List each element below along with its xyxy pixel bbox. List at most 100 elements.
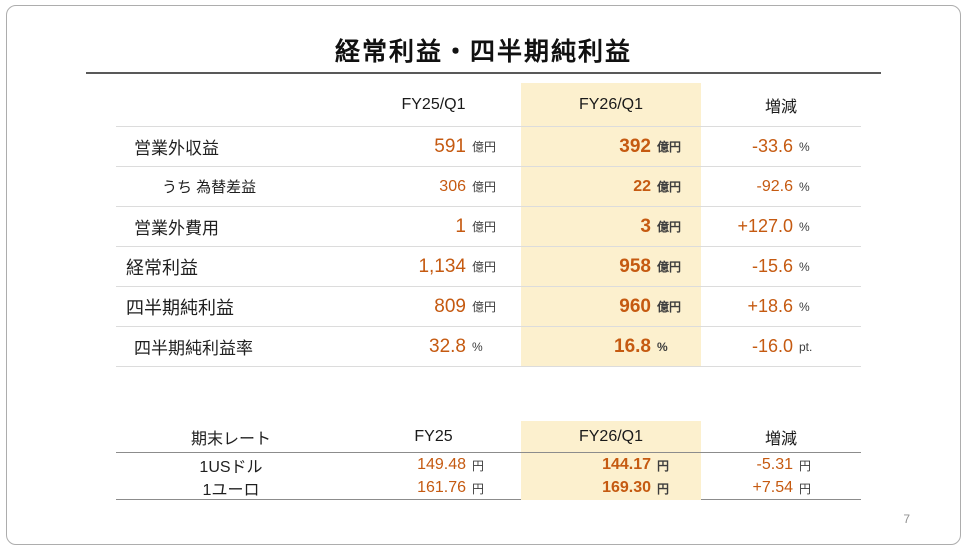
change-unit: %: [799, 219, 810, 234]
row-label: 四半期純利益: [126, 297, 234, 318]
change-unit: %: [799, 259, 810, 274]
fy25-cell: 591 億円: [346, 127, 521, 166]
slide: 経常利益・四半期純利益 FY25/Q1 FY26/Q1 増減 営業外収益 591…: [6, 5, 961, 545]
fy25-unit: 円: [472, 481, 485, 496]
title-underline: [86, 72, 881, 74]
change-value: +7.54: [752, 479, 793, 496]
table-row-ordinary-profit: 経常利益 1,134 億円 958 億円 -15.6%: [116, 246, 861, 286]
fy26-cell: 16.8%: [521, 327, 701, 366]
table-row-forex-gain: うち 為替差益 306 億円 22 億円 -92.6%: [116, 166, 861, 206]
row-label: うち 為替差益: [162, 179, 257, 196]
fy25-cell: 1,134 億円: [346, 247, 521, 286]
fy26-value: 960: [619, 295, 651, 317]
fy25-value: 149.48: [417, 456, 466, 473]
row-label: 経常利益: [126, 257, 198, 278]
fy25-unit: %: [472, 339, 483, 354]
fy26-value: 3: [640, 215, 651, 237]
fy25-cell: 149.48 円: [346, 453, 521, 477]
fy26-unit: 円: [657, 481, 670, 496]
col-header-fy26q1: FY26/Q1: [521, 83, 701, 126]
fy25-value: 809: [434, 295, 466, 317]
fy26-unit: 円: [657, 458, 670, 473]
change-value: -33.6: [751, 136, 793, 156]
fy26-cell: 958 億円: [521, 247, 701, 286]
row-label: 営業外費用: [134, 219, 219, 238]
change-value: +18.6: [747, 296, 793, 316]
table-row-quarterly-net-profit: 四半期純利益 809 億円 960 億円 +18.6%: [116, 286, 861, 326]
fy26-value: 144.17: [602, 456, 651, 473]
profit-table: FY25/Q1 FY26/Q1 増減 営業外収益 591 億円 392 億円 -33…: [116, 83, 861, 367]
table-row-non-operating-expenses: 営業外費用 1 億円 3 億円 +127.0%: [116, 206, 861, 246]
change-cell: -5.31 円: [701, 453, 861, 477]
page-number: 7: [903, 512, 910, 526]
fy25-unit: 億円: [472, 180, 497, 194]
col-header-change: 増減: [764, 98, 797, 116]
profit-table-header-row: FY25/Q1 FY26/Q1 増減: [116, 83, 861, 126]
fy26-value: 16.8: [614, 335, 651, 357]
fy26-value: 958: [619, 255, 651, 277]
fy26-cell: 392 億円: [521, 127, 701, 166]
row-label: 1USドル: [199, 459, 263, 476]
fy25-unit: 億円: [472, 220, 497, 234]
fy25-unit: 億円: [472, 300, 497, 314]
col-header-change: 増減: [764, 430, 797, 448]
fy26-cell: 960 億円: [521, 287, 701, 326]
fy26-cell: 22 億円: [521, 167, 701, 206]
page-title: 経常利益・四半期純利益: [334, 38, 632, 66]
fy26-unit: %: [657, 339, 668, 354]
fy25-unit: 円: [472, 458, 485, 473]
change-unit: %: [799, 299, 810, 314]
fy26-value: 392: [619, 135, 651, 157]
fy25-value: 161.76: [417, 479, 466, 496]
fy25-unit: 億円: [472, 140, 497, 154]
change-cell: +127.0%: [701, 207, 861, 246]
change-value: -15.6: [751, 256, 793, 276]
change-cell: -15.6%: [701, 247, 861, 286]
change-cell: -16.0 pt.: [701, 327, 861, 366]
fy26-cell: 3 億円: [521, 207, 701, 246]
change-unit: 円: [799, 458, 812, 473]
fy25-value: 1: [455, 215, 466, 237]
change-value: -92.6: [756, 177, 793, 195]
row-label: 1ユーロ: [202, 482, 260, 499]
fy25-value: 1,134: [418, 255, 466, 277]
rate-row-usd: 1USドル 149.48 円 144.17 円 -5.31 円: [116, 453, 861, 477]
row-label: 四半期純利益率: [134, 339, 253, 358]
fy26-unit: 億円: [657, 260, 682, 274]
table-row-net-profit-margin: 四半期純利益率 32.8% 16.8% -16.0 pt.: [116, 326, 861, 366]
fy25-cell: 809 億円: [346, 287, 521, 326]
change-value: -16.0: [751, 336, 793, 356]
fy26-unit: 億円: [657, 140, 682, 154]
change-unit: pt.: [799, 339, 813, 354]
exchange-rate-table: 期末レート FY25 FY26/Q1 増減 1USドル 149.48 円 144.…: [116, 421, 861, 500]
header-spacer: [116, 83, 346, 126]
fy25-cell: 1 億円: [346, 207, 521, 246]
table-row-non-operating-income: 営業外収益 591 億円 392 億円 -33.6%: [116, 126, 861, 166]
fy25-value: 306: [439, 177, 466, 195]
fy25-value: 591: [434, 135, 466, 157]
row-label: 営業外収益: [134, 139, 219, 158]
col-header-rate-label: 期末レート: [190, 430, 271, 448]
fy26-unit: 億円: [657, 180, 682, 194]
fy25-cell: 32.8%: [346, 327, 521, 366]
change-cell: +18.6%: [701, 287, 861, 326]
fy26-cell: 169.30 円: [521, 476, 701, 500]
fy25-cell: 161.76 円: [346, 476, 521, 500]
change-unit: %: [799, 179, 810, 194]
fy26-value: 169.30: [602, 479, 651, 496]
fy26-unit: 億円: [657, 220, 682, 234]
change-value: +127.0: [737, 216, 793, 236]
col-header-fy25q1: FY25/Q1: [401, 95, 466, 113]
change-unit: 円: [799, 481, 812, 496]
change-value: -5.31: [756, 456, 793, 473]
fy25-value: 32.8: [429, 335, 466, 357]
col-header-fy25: FY25: [414, 427, 453, 445]
col-header-fy26q1: FY26/Q1: [521, 421, 701, 452]
change-unit: %: [799, 139, 810, 154]
fy26-cell: 144.17 円: [521, 453, 701, 477]
change-cell: -33.6%: [701, 127, 861, 166]
fy26-value: 22: [633, 177, 651, 195]
change-cell: +7.54 円: [701, 476, 861, 500]
fy26-unit: 億円: [657, 300, 682, 314]
rate-row-euro: 1ユーロ 161.76 円 169.30 円 +7.54 円: [116, 476, 861, 500]
